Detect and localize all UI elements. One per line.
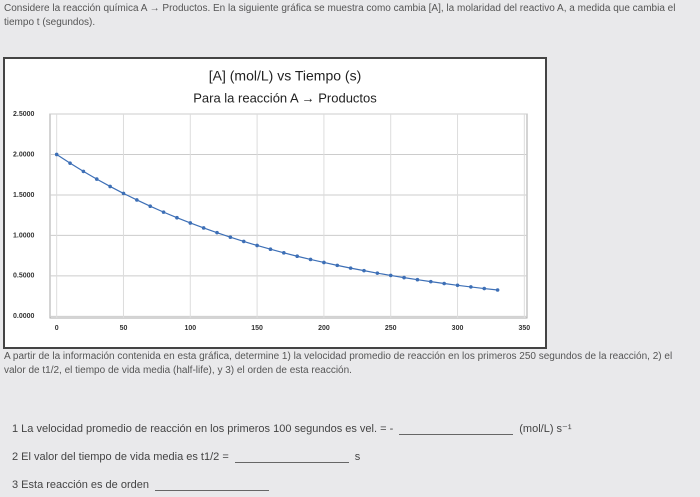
question-label: 3 Esta reacción es de orden: [12, 479, 149, 491]
data-point: [308, 257, 313, 262]
y-tick-label: 1.0000: [13, 232, 35, 239]
data-point: [322, 260, 326, 265]
y-tick-label: 1.5000: [13, 192, 35, 199]
data-point: [362, 268, 366, 273]
data-point: [228, 235, 233, 240]
answer-input[interactable]: [234, 448, 349, 463]
data-point: [482, 286, 487, 291]
data-point: [495, 288, 500, 292]
data-point: [94, 177, 99, 181]
data-line: [56, 153, 498, 291]
data-point: [428, 279, 433, 284]
chart-subtitle: Para la reacción A → Productos: [193, 90, 377, 105]
data-point: [348, 266, 353, 270]
intro-text: Considere la reacción química A → Produc…: [4, 3, 676, 28]
answer-input[interactable]: [399, 420, 514, 435]
x-tick-label: 100: [184, 325, 196, 332]
data-point: [255, 243, 259, 248]
unit-label: s: [354, 451, 361, 463]
data-point: [335, 263, 340, 268]
data-point: [175, 215, 179, 220]
data-point: [415, 277, 420, 282]
instructions: A partir de la información contenida en …: [4, 351, 673, 376]
chart-frame: [A] (mol/L) vs Tiempo (s) Para la reacci…: [3, 57, 547, 349]
x-tick-label: 0: [55, 325, 59, 332]
x-tick-label: 250: [385, 325, 397, 332]
question: 1 La velocidad promedio de reacción en l…: [12, 420, 572, 435]
data-point: [201, 226, 206, 230]
question-label: 1 La velocidad promedio de reacción en l…: [12, 423, 394, 435]
x-tick-label: 300: [452, 325, 464, 332]
x-tick-label: 50: [120, 325, 128, 332]
data-point: [295, 254, 299, 259]
data-point: [148, 204, 153, 209]
data-point: [469, 285, 473, 289]
question: 2 El valor del tiempo de vida media es t…: [12, 448, 360, 463]
data-point: [54, 152, 59, 157]
data-point: [375, 271, 380, 275]
data-point: [188, 221, 193, 225]
data-point: [268, 247, 273, 251]
data-point: [81, 169, 86, 174]
chart-title: [A] (mol/L) vs Tiempo (s): [209, 68, 361, 84]
x-tick-label: 200: [318, 325, 330, 332]
data-point: [108, 184, 112, 189]
y-tick-label: 2.5000: [13, 111, 35, 118]
data-point: [455, 283, 460, 288]
plot-area: [49, 113, 528, 319]
x-tick-label: 350: [518, 325, 530, 332]
data-point: [68, 161, 72, 165]
question-label: 2 El valor del tiempo de vida media es t…: [12, 451, 229, 463]
chart: [A] (mol/L) vs Tiempo (s) Para la reacci…: [13, 68, 530, 332]
unit-label: (mol/L) s⁻¹: [519, 423, 572, 435]
question: 3 Esta reacción es de orden: [12, 476, 269, 491]
y-tick-label: 2.0000: [13, 151, 35, 158]
x-tick-label: 150: [251, 325, 263, 332]
data-point: [282, 251, 286, 255]
data-point: [241, 239, 246, 244]
data-point: [442, 281, 446, 286]
data-point: [215, 230, 219, 235]
data-point: [161, 210, 166, 214]
y-tick-label: 0.0000: [13, 313, 35, 320]
data-point: [402, 275, 406, 280]
data-point: [388, 273, 393, 278]
answer-input[interactable]: [154, 476, 269, 491]
data-point: [135, 198, 139, 202]
y-tick-label: 0.5000: [13, 273, 35, 280]
data-point: [121, 191, 126, 196]
